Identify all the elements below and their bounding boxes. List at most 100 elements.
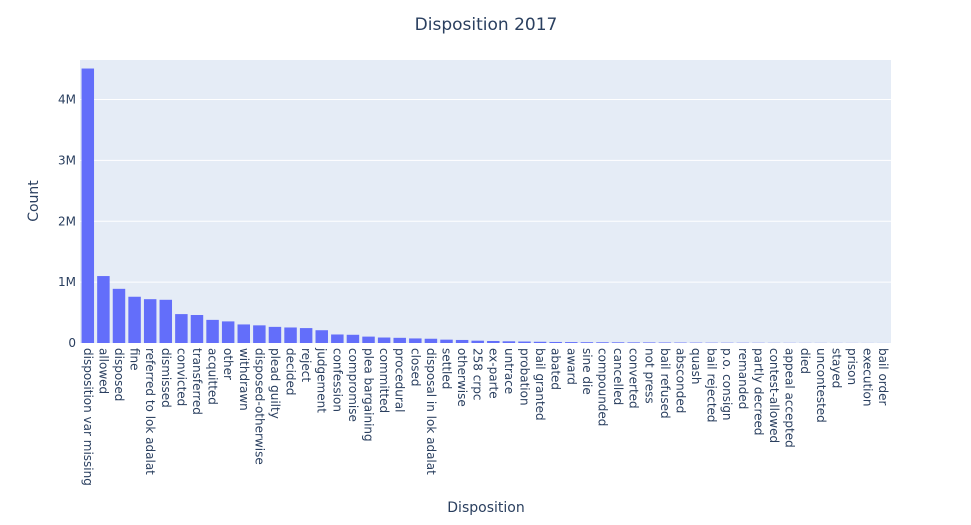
x-tick-label: remanded: [736, 348, 750, 409]
bar: [97, 276, 110, 343]
x-tick-label: not press: [642, 348, 656, 404]
bar: [175, 314, 188, 343]
gridlines: [80, 99, 891, 283]
bar: [159, 299, 173, 343]
x-tick-label: disposal in lok adalat: [424, 348, 438, 475]
x-tick-label: disposed-otherwise: [252, 348, 266, 465]
x-tick-label: withdrawn: [237, 348, 251, 411]
bar: [112, 288, 126, 343]
bar: [299, 328, 313, 343]
y-tick-label: 4M: [58, 93, 76, 107]
x-tick-label: plead guilty: [268, 348, 282, 419]
x-tick-label: compromise: [346, 348, 360, 422]
x-tick-label: absconded: [673, 348, 687, 413]
bar: [393, 337, 406, 343]
bar: [596, 342, 609, 343]
bar: [81, 68, 95, 343]
x-tick-label: ex-parte: [486, 348, 500, 399]
x-tick-label: converted: [627, 348, 641, 409]
y-axis-ticks: 0 1M 2M 3M 4M: [58, 93, 76, 350]
bar: [206, 319, 219, 343]
x-tick-label: sine die: [580, 348, 594, 395]
x-tick-label: dismissed: [159, 348, 173, 408]
x-tick-label: acquitted: [206, 348, 220, 405]
x-tick-label: decided: [284, 348, 298, 396]
x-tick-label: bail refused: [658, 348, 672, 419]
x-tick-label: settled: [440, 348, 454, 389]
bar: [346, 334, 360, 343]
x-tick-label: quash: [689, 348, 703, 384]
x-tick-label: abated: [549, 348, 563, 390]
bar: [284, 327, 297, 343]
x-tick-label: committed: [377, 348, 391, 413]
x-tick-label: cancelled: [611, 348, 625, 405]
x-axis-ticks: disposition var missing allowed disposed fi…: [81, 347, 890, 486]
x-tick-label: award: [564, 348, 578, 385]
bar: [268, 326, 282, 343]
x-tick-label: allowed: [96, 348, 110, 394]
x-tick-label: referred to lok adalat: [143, 348, 157, 475]
y-axis-title: Count: [26, 180, 42, 222]
bar: [518, 341, 531, 343]
x-tick-label: otherwise: [455, 348, 469, 407]
bar: [331, 334, 344, 343]
bar: [627, 342, 640, 343]
x-tick-label: bail granted: [533, 348, 547, 421]
bar: [580, 342, 594, 343]
x-tick-label: died: [798, 348, 812, 374]
chart-title: Disposition 2017: [415, 15, 558, 35]
bar: [549, 341, 562, 343]
y-tick-label: 3M: [58, 153, 76, 167]
x-tick-label: bail rejected: [705, 348, 719, 423]
bar: [409, 338, 422, 343]
bar: [221, 321, 235, 343]
x-tick-label: 258 crpc: [471, 348, 485, 400]
x-tick-label: procedural: [393, 348, 407, 412]
bar: [362, 336, 375, 343]
bar: [315, 330, 328, 343]
bar: [611, 342, 625, 343]
x-tick-label: appeal accepted: [783, 348, 797, 448]
bar: [424, 338, 438, 343]
y-tick-label: 1M: [58, 275, 76, 289]
bar: [143, 299, 157, 343]
x-tick-label: untrace: [502, 348, 516, 394]
y-tick-label: 0: [68, 336, 76, 350]
x-tick-label: other: [221, 348, 235, 380]
x-tick-label: disposition var missing: [81, 348, 95, 486]
x-tick-label: probation: [517, 348, 531, 406]
bar: [471, 340, 484, 343]
x-axis-title: Disposition: [447, 500, 524, 516]
x-tick-label: judgement: [315, 347, 329, 413]
bar: [502, 341, 516, 343]
bar: [565, 342, 578, 343]
x-tick-label: closed: [408, 348, 422, 387]
x-tick-label: compounded: [595, 348, 609, 426]
x-tick-label: prison: [845, 348, 859, 385]
x-tick-label: stayed: [829, 348, 843, 388]
bar: [190, 315, 204, 343]
bar: [455, 339, 469, 343]
x-tick-label: contest-allowed: [767, 348, 781, 443]
bar: [128, 296, 141, 343]
bar: [253, 325, 266, 343]
x-tick-label: bail order: [876, 348, 890, 406]
x-tick-label: transferred: [190, 348, 204, 415]
x-tick-label: plea bargaining: [362, 348, 376, 442]
x-tick-label: disposed: [112, 348, 126, 401]
x-tick-label: confession: [330, 348, 344, 412]
plot-background: [80, 60, 891, 343]
y-tick-label: 2M: [58, 214, 76, 228]
x-tick-label: fine: [128, 348, 142, 371]
x-tick-label: p.o. consign: [720, 348, 734, 421]
bar: [487, 340, 500, 343]
bar: [237, 324, 250, 343]
x-tick-label: uncontested: [814, 348, 828, 423]
bar: [533, 341, 547, 343]
bar: [377, 337, 391, 343]
x-tick-label: partly decreed: [751, 348, 765, 436]
bar: [440, 339, 453, 343]
x-tick-label: reject: [299, 348, 313, 382]
x-tick-label: execution: [861, 348, 875, 406]
